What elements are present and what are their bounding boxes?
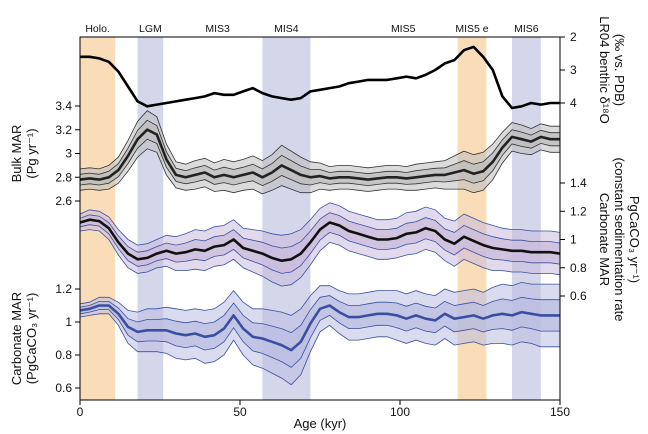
carb_const-outer-band [80, 202, 560, 287]
period-label: MIS3 [205, 23, 230, 35]
carb-y-tick-label: 0.6 [55, 381, 72, 395]
bulk-y-axis-label: Bulk MAR [9, 125, 24, 183]
lr04-y-tick-label: 2 [570, 30, 577, 44]
carb_const-y-axis-label: PgCaCO₃ yr⁻¹) [627, 196, 642, 283]
lr04-y-tick-label: 3 [570, 63, 577, 77]
carb-band-edge-1 [79, 313, 560, 386]
carb_const-band-edge-3 [79, 224, 561, 274]
bulk-y-tick-label: 3.4 [55, 99, 72, 113]
bulk-band-edge-1 [79, 148, 560, 195]
carb_const-y-tick-label: 1 [570, 233, 577, 247]
lr04-y-tick-label: 4 [570, 96, 577, 110]
bulk-inner-band [80, 120, 560, 186]
lr04-y-axis-label: LR04 benthic δ¹⁸O [597, 16, 612, 123]
period-label: MIS4 [274, 23, 299, 35]
bulk-band-edge-3 [79, 138, 560, 187]
period-label: Holo. [85, 23, 110, 35]
carb_const-band-edge-2 [79, 212, 561, 253]
period-label: MIS5 [391, 23, 416, 35]
lr04-y-axis-label: (‰ vs. PDB) [612, 34, 627, 106]
carb-band-edge-0 [79, 281, 560, 316]
series-layer [79, 45, 561, 386]
bulk-y-tick-label: 2.8 [55, 170, 72, 184]
bulk-y-tick-label: 3.2 [55, 123, 72, 137]
x-tick-label: 0 [77, 405, 84, 419]
carb-y-axis-label: Carbonate MAR [9, 292, 24, 385]
bulk-band-edge-0 [79, 110, 560, 170]
period-labels: Holo. LGM MIS3 MIS4 MIS5 MIS5 e MIS6 [85, 23, 538, 35]
x-tick-label: 50 [233, 405, 247, 419]
carb-series-line [79, 304, 560, 352]
bulk-band-edge-2 [79, 119, 560, 175]
carb-y-tick-label: 1 [65, 315, 72, 329]
axes: 0 50 100 150 2 3 4 LR04 benthic δ¹⁸O (‰ vs. PDB)… [9, 16, 642, 419]
period-label: LGM [139, 23, 162, 35]
carb-y-tick-label: 1.2 [55, 282, 72, 296]
bulk-y-axis-label: (Pg yr⁻¹) [24, 128, 39, 178]
carb_const-y-axis-label: Carbonate MAR [597, 193, 612, 286]
x-axis-label: Age (kyr) [294, 416, 347, 431]
carb_const-y-axis-label: (constant sedimentation rate [612, 157, 627, 321]
period-label: MIS5 e [455, 23, 488, 35]
carb-band-edge-3 [79, 309, 560, 368]
bulk-y-tick-label: 3 [65, 147, 72, 161]
x-tick-label: 100 [390, 405, 410, 419]
carb-band-edge-2 [79, 295, 560, 334]
carb-y-tick-label: 0.8 [55, 348, 72, 362]
carb-y-axis-label: (PgCaCO₃ yr⁻¹) [24, 293, 39, 385]
carb_const-series-line [79, 218, 561, 262]
x-tick-label: 150 [550, 405, 570, 419]
carb_const-inner-band [80, 212, 560, 274]
carb_const-y-tick-label: 1.2 [570, 204, 587, 218]
carb_const-y-tick-label: 0.6 [570, 289, 587, 303]
carb_const-band-edge-0 [79, 202, 561, 246]
bulk-y-tick-label: 2.6 [55, 194, 72, 208]
period-label: MIS6 [514, 23, 539, 35]
bulk-series-line [79, 128, 560, 181]
carb-inner-band [80, 295, 560, 368]
carb_const-y-tick-label: 0.8 [570, 261, 587, 275]
lr04-series-line [80, 45, 560, 110]
carb_const-band-edge-1 [79, 229, 561, 287]
carb_const-y-tick-label: 1.4 [570, 176, 587, 190]
